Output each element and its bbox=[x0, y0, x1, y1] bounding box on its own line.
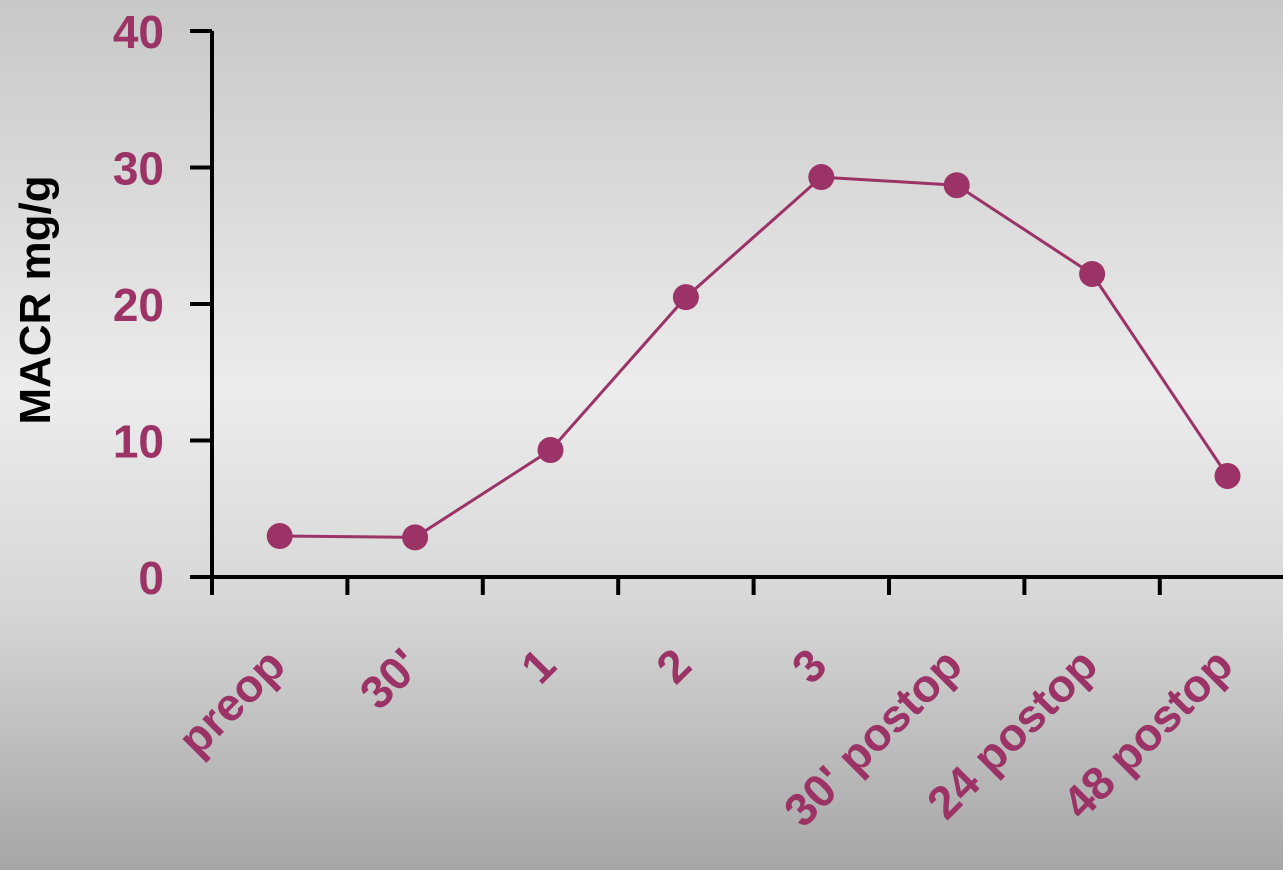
y-tick-labels: 0 10 20 30 40 bbox=[113, 6, 164, 604]
data-point bbox=[672, 284, 699, 311]
data-point bbox=[943, 172, 970, 199]
data-point bbox=[402, 524, 429, 551]
data-point bbox=[537, 437, 564, 464]
data-point bbox=[1214, 462, 1241, 489]
series-line-group bbox=[279, 175, 1229, 539]
y-tick-label: 0 bbox=[138, 552, 164, 604]
data-point bbox=[266, 523, 293, 550]
y-tick-label: 40 bbox=[113, 6, 164, 58]
series-points bbox=[266, 164, 1241, 551]
y-tick-label: 10 bbox=[113, 416, 164, 468]
y-axis-label: MACR mg/g bbox=[11, 175, 60, 424]
axes bbox=[190, 29, 1283, 595]
y-tick-label: 20 bbox=[113, 279, 164, 331]
series-line bbox=[279, 175, 1229, 539]
data-point bbox=[1079, 260, 1106, 287]
y-tick-label: 30 bbox=[113, 143, 164, 195]
data-point bbox=[808, 164, 835, 191]
